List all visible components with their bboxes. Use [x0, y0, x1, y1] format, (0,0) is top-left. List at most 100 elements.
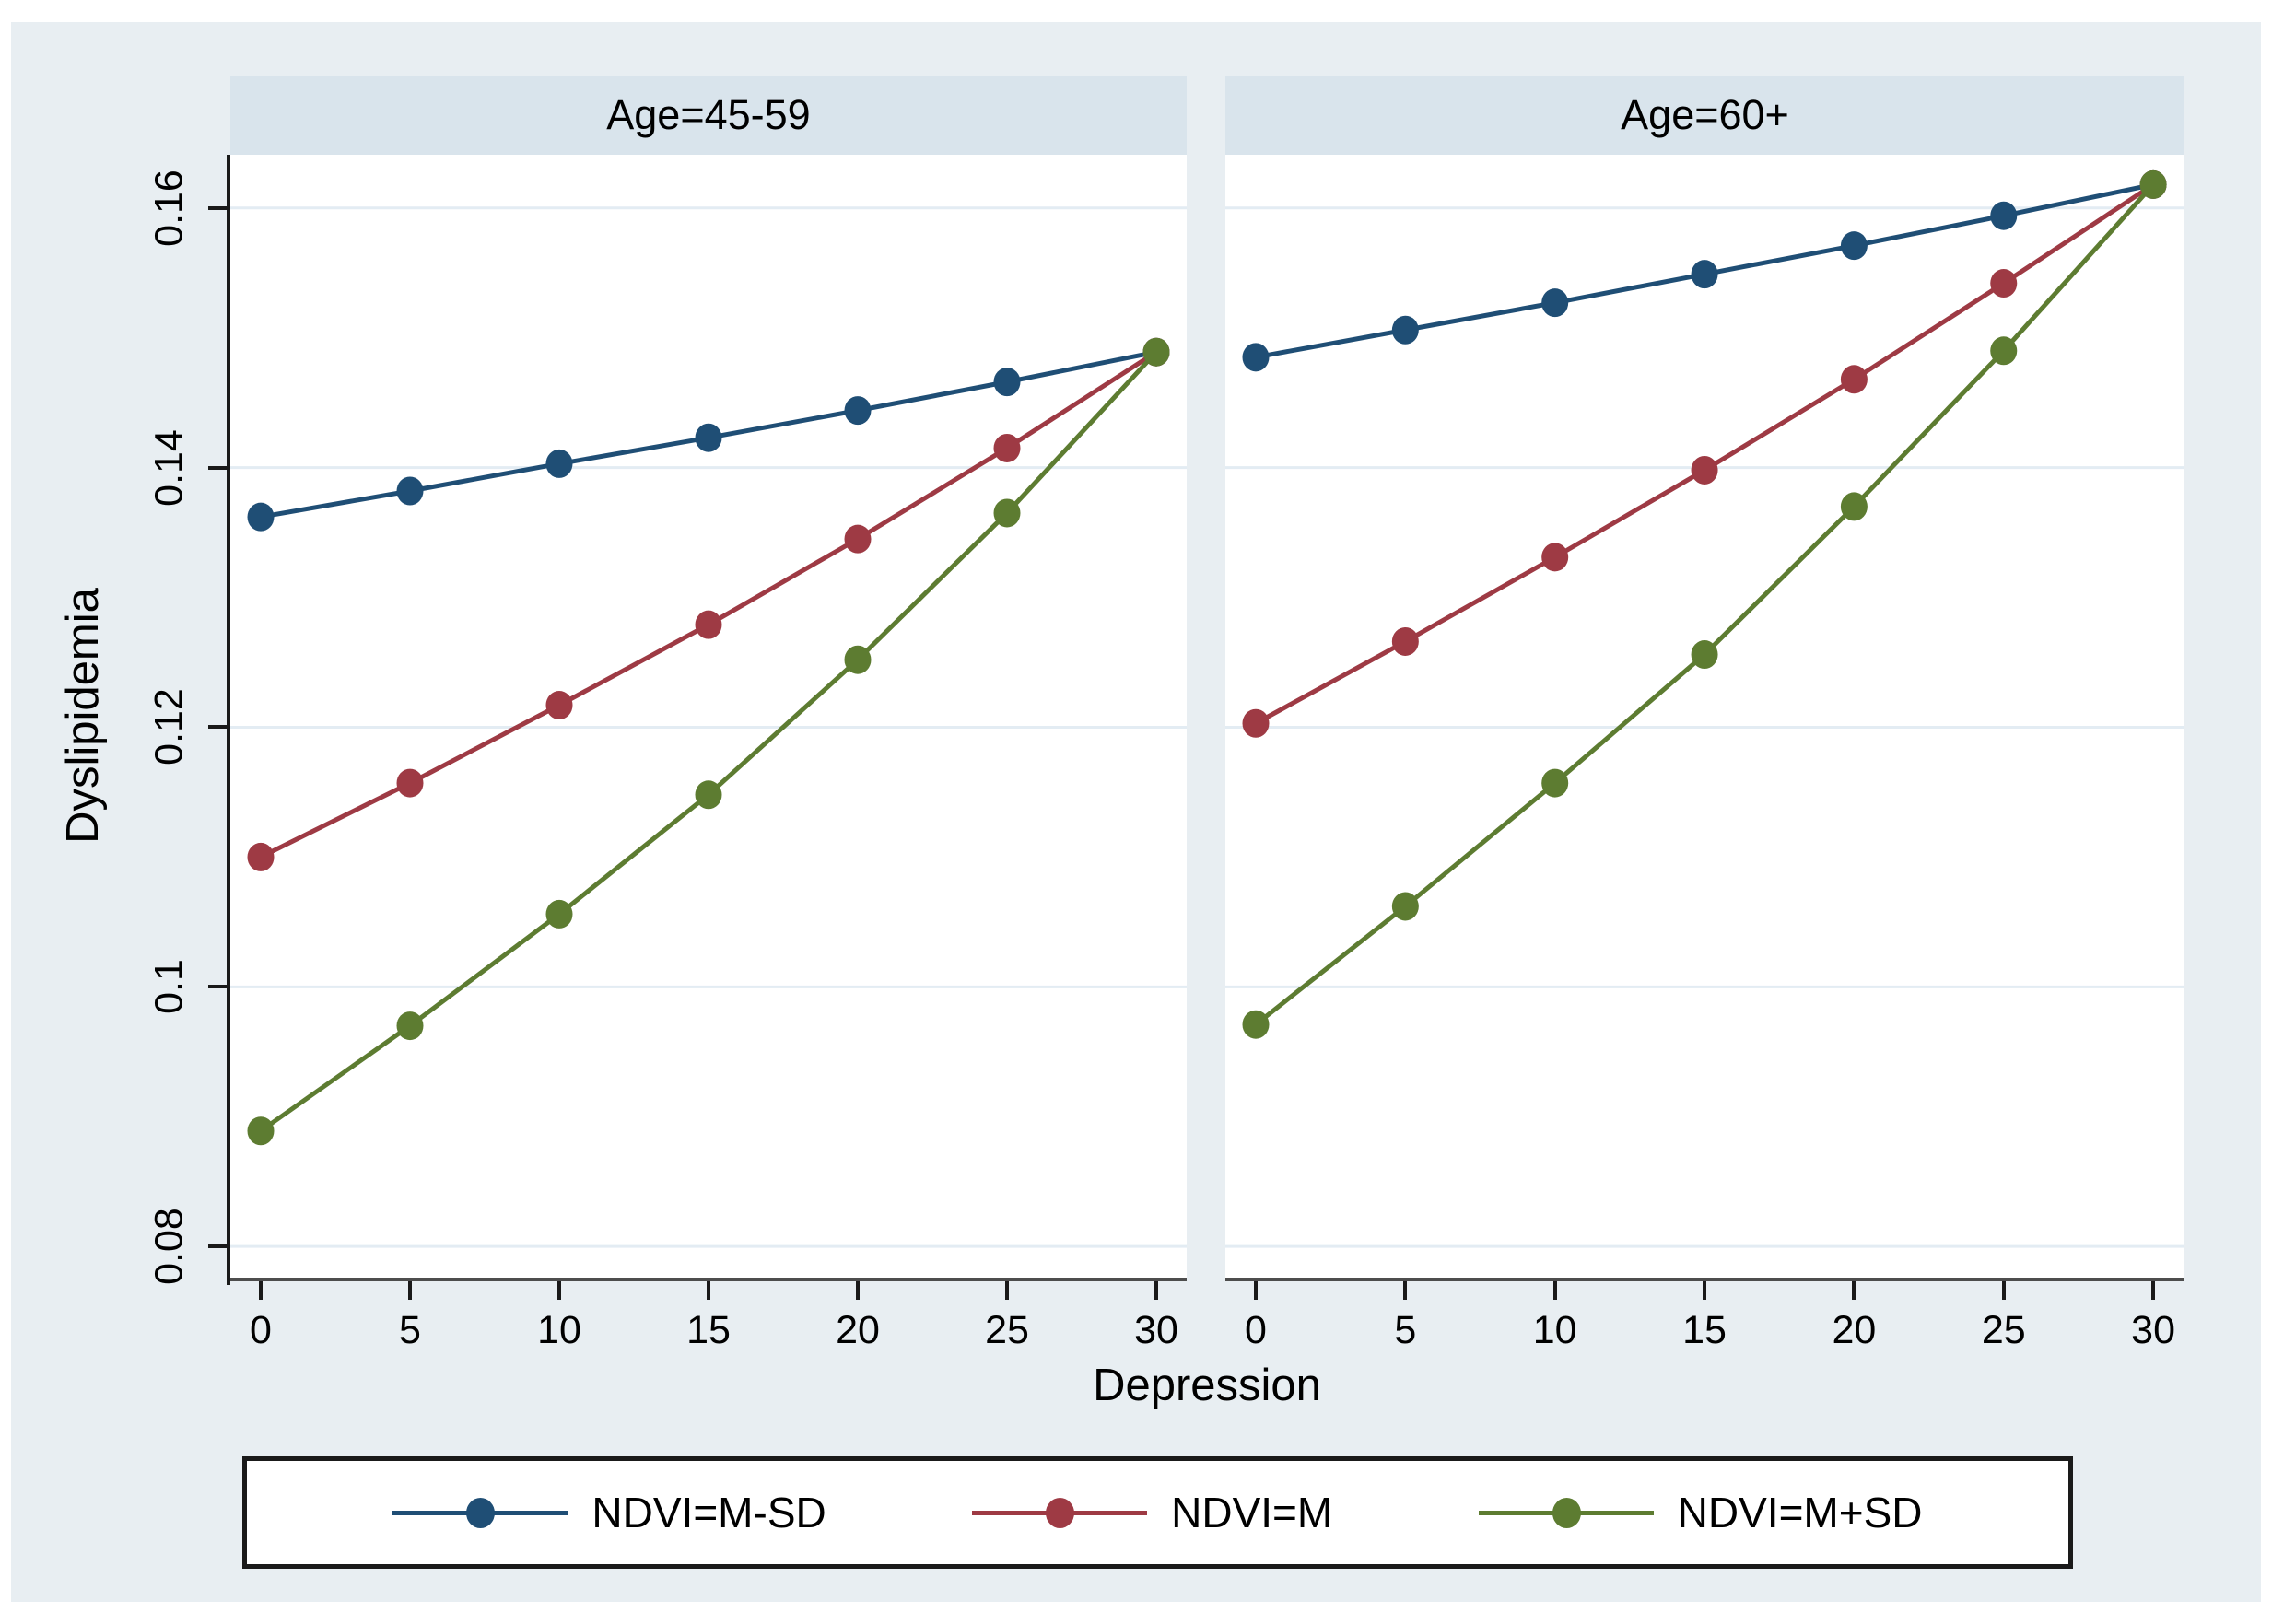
y-tick-mark [208, 205, 228, 210]
x-tick-mark [1403, 1278, 1408, 1300]
data-point-NDVI=M+SD [1990, 336, 2018, 366]
data-point-NDVI=M [247, 842, 275, 871]
data-point-NDVI=M-SD [1840, 231, 1868, 261]
legend-marker-dot [1046, 1498, 1075, 1528]
graph-region: Dyslipidemia 0.08 0.1 0.12 0.14 0.16 Age=45-… [11, 22, 2261, 1602]
data-point-NDVI=M-SD [247, 502, 275, 532]
data-point-NDVI=M-SD [1990, 201, 2018, 230]
data-point-NDVI=M [1242, 708, 1270, 738]
y-tick-mark [208, 1244, 228, 1249]
x-tick-label: 30 [2131, 1308, 2176, 1352]
panel-title-banner: Age=60+ [1225, 76, 2184, 155]
legend-label: NDVI=M-SD [591, 1489, 826, 1536]
data-point-NDVI=M+SD [695, 780, 722, 810]
y-tick-label: 0.08 [146, 1208, 192, 1286]
y-tick-label: 0.12 [146, 688, 192, 766]
x-tick-mark [1154, 1278, 1158, 1300]
legend-line-marker-icon [392, 1497, 568, 1528]
x-tick-label: 0 [250, 1308, 272, 1352]
x-tick-mark [1005, 1278, 1009, 1300]
y-axis-line [227, 155, 230, 1285]
data-point-NDVI=M [1691, 455, 1718, 485]
x-tick-mark [557, 1278, 561, 1300]
x-tick-mark [1703, 1278, 1707, 1300]
data-point-NDVI=M+SD [1691, 640, 1718, 670]
panel-title: Age=60+ [1621, 91, 1789, 138]
data-point-NDVI=M [545, 691, 573, 720]
legend-marker-dot [466, 1498, 496, 1528]
data-point-NDVI=M+SD [1391, 892, 1419, 921]
data-point-NDVI=M+SD [993, 498, 1021, 528]
y-tick-label: 0.14 [146, 428, 192, 507]
x-tick-label: 0 [1245, 1308, 1267, 1352]
legend-entry: NDVI=M [972, 1488, 1332, 1537]
x-tick-label: 10 [1532, 1308, 1577, 1352]
data-point-NDVI=M [1391, 626, 1419, 656]
x-tick-label: 10 [537, 1308, 581, 1352]
data-point-NDVI=M [844, 524, 872, 554]
y-tick-label: 0.16 [146, 169, 192, 247]
data-point-NDVI=M+SD [1541, 768, 1569, 798]
data-point-NDVI=M [1541, 543, 1569, 572]
y-tick-mark [208, 725, 228, 730]
data-point-NDVI=M-SD [1391, 315, 1419, 345]
data-point-NDVI=M+SD [1242, 1010, 1270, 1039]
data-point-NDVI=M+SD [545, 899, 573, 929]
data-point-NDVI=M-SD [396, 476, 424, 506]
legend-line-marker-icon [972, 1497, 1148, 1528]
data-point-NDVI=M [695, 610, 722, 639]
data-point-NDVI=M-SD [1541, 288, 1569, 318]
data-point-NDVI=M-SD [993, 368, 1021, 397]
data-point-NDVI=M+SD [844, 645, 872, 674]
x-axis-title: Depression [1093, 1361, 1321, 1410]
x-tick-label: 15 [1682, 1308, 1727, 1352]
x-tick-label: 30 [1134, 1308, 1178, 1352]
y-tick-label: 0.1 [146, 959, 192, 1015]
x-tick-label: 15 [686, 1308, 731, 1352]
x-tick-mark [2151, 1278, 2156, 1300]
x-tick-mark [408, 1278, 412, 1300]
data-point-NDVI=M-SD [545, 449, 573, 478]
legend-entry: NDVI=M-SD [392, 1488, 826, 1537]
x-tick-mark [707, 1278, 710, 1300]
x-tick-mark [1254, 1278, 1258, 1300]
data-point-NDVI=M+SD [2139, 169, 2167, 199]
x-tick-label: 20 [836, 1308, 880, 1352]
data-point-NDVI=M-SD [1242, 343, 1270, 372]
data-point-NDVI=M+SD [396, 1011, 424, 1041]
legend-label: NDVI=M+SD [1677, 1489, 1923, 1536]
data-point-NDVI=M-SD [695, 423, 722, 452]
data-point-NDVI=M [1840, 365, 1868, 394]
legend-marker-dot [1552, 1498, 1581, 1528]
x-axis-line [230, 1278, 1187, 1281]
data-point-NDVI=M+SD [1142, 337, 1170, 367]
data-point-NDVI=M [1990, 269, 2018, 298]
x-tick-label: 5 [1394, 1308, 1417, 1352]
y-axis-title: Dyslipidemia [58, 588, 108, 844]
x-tick-label: 5 [399, 1308, 421, 1352]
x-tick-label: 20 [1832, 1308, 1877, 1352]
data-point-NDVI=M [993, 433, 1021, 462]
legend-entry: NDVI=M+SD [1478, 1488, 1923, 1537]
data-point-NDVI=M+SD [1840, 492, 1868, 521]
panel-plot-area [1225, 155, 2184, 1278]
data-point-NDVI=M+SD [247, 1116, 275, 1146]
panel-plot-area [230, 155, 1187, 1278]
x-tick-mark [1852, 1278, 1856, 1300]
legend-line-marker-icon [1478, 1497, 1654, 1528]
panel-title: Age=45-59 [606, 91, 811, 138]
y-tick-mark [208, 985, 228, 989]
legend-label: NDVI=M [1171, 1489, 1333, 1536]
x-tick-label: 25 [1981, 1308, 2026, 1352]
x-tick-mark [259, 1278, 263, 1300]
y-tick-mark [208, 465, 228, 470]
data-point-NDVI=M-SD [1691, 260, 1718, 289]
x-tick-mark [856, 1278, 860, 1300]
series-line-NDVI=M+SD [1254, 182, 2155, 1027]
data-point-NDVI=M [396, 768, 424, 798]
x-tick-mark [2001, 1278, 2006, 1300]
x-tick-mark [1552, 1278, 1557, 1300]
x-tick-label: 25 [985, 1308, 1029, 1352]
x-axis-line [1225, 1278, 2184, 1281]
